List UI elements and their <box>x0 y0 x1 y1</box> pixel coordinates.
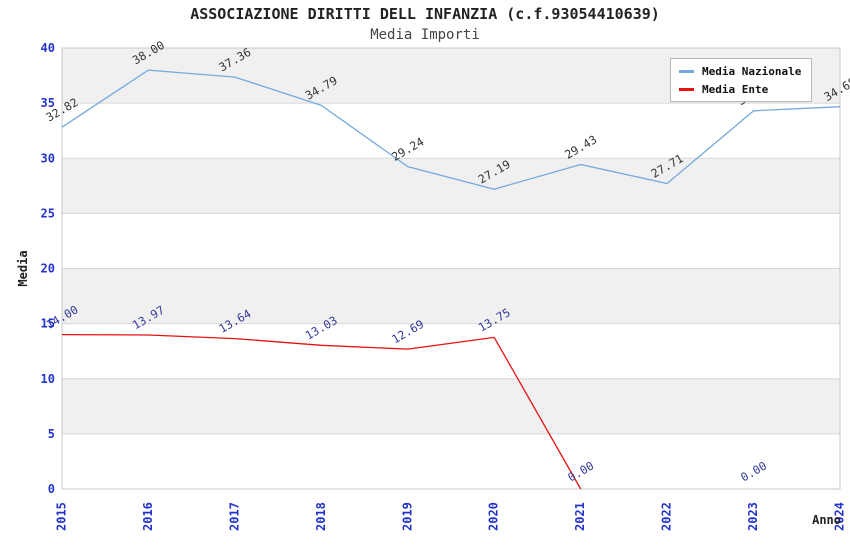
media-nazionale-line-swatch <box>679 69 694 73</box>
y-tick-label: 20 <box>41 262 55 276</box>
y-tick-label: 25 <box>41 206 55 220</box>
y-tick-label: 35 <box>41 96 55 110</box>
y-tick-label: 40 <box>41 41 55 55</box>
chart-title: ASSOCIAZIONE DIRITTI DELL INFANZIA (c.f.… <box>190 5 660 23</box>
y-tick-label: 30 <box>41 151 55 165</box>
x-tick-label: 2015 <box>55 502 69 531</box>
x-tick-label: 2021 <box>573 502 587 531</box>
y-tick-label: 0 <box>48 482 55 496</box>
x-tick-label: 2017 <box>227 502 241 531</box>
legend-item-media-nazionale: Media Nazionale <box>679 65 811 78</box>
legend-label-media-ente: Media Ente <box>702 82 769 96</box>
y-axis-title: Media <box>16 250 30 286</box>
plot-band <box>62 323 840 379</box>
x-tick-label: 2020 <box>487 502 501 531</box>
y-tick-label: 15 <box>41 317 55 331</box>
plot-border <box>61 47 841 490</box>
plot-band <box>62 378 840 434</box>
media-ente-line-swatch <box>679 87 694 91</box>
x-tick-label: 2016 <box>141 502 155 531</box>
plot-band <box>62 268 840 324</box>
x-tick-label: 2022 <box>660 502 674 531</box>
x-tick-label: 2023 <box>746 502 760 531</box>
chart-subtitle: Media Importi <box>370 27 480 43</box>
plot-band <box>62 103 840 159</box>
legend: Media Nazionale Media Ente <box>670 58 812 102</box>
plot-band <box>62 158 840 214</box>
legend-item-media-ente: Media Ente <box>679 83 811 96</box>
legend-label-media-nazionale: Media Nazionale <box>702 64 802 78</box>
x-axis-title: Anno <box>812 513 841 527</box>
y-tick-label: 5 <box>48 427 55 441</box>
plot-band <box>62 213 840 269</box>
x-tick-label: 2018 <box>314 502 328 531</box>
y-tick-label: 10 <box>41 372 55 386</box>
media-nazionale-line <box>61 69 841 190</box>
plot-band <box>62 433 840 489</box>
x-tick-label: 2019 <box>400 502 414 531</box>
x-tick-label: 2024 <box>833 502 847 531</box>
